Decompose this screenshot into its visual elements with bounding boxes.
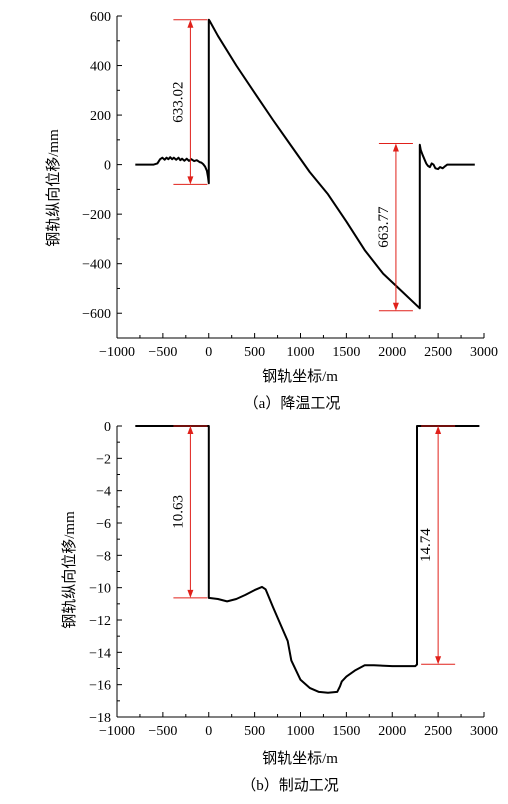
chart-a-ytick-label: 400 bbox=[90, 60, 111, 75]
chart-a-annotation-1-value-label: 633.02 bbox=[170, 81, 186, 122]
chart-panel-b: 钢轨纵向位移/mm 钢轨坐标/m （b）制动工况 −18 −16 −14 −12 −10… bbox=[61, 420, 498, 794]
chart-a-ytick-label: −600 bbox=[82, 307, 111, 322]
chart-a-series-line bbox=[135, 18, 475, 310]
chart-b-xtick-label: 2000 bbox=[378, 724, 406, 739]
chart-b-ytick-label: 0 bbox=[104, 420, 111, 435]
chart-panel-a: 钢轨纵向位移/mm 钢轨坐标/m （a）降温工况 −600 −400 −200 0 20… bbox=[45, 10, 498, 412]
chart-b-ytick-label: −10 bbox=[89, 582, 111, 597]
chart-b-annotation-2-arrow-down bbox=[435, 656, 442, 665]
chart-b-ytick-label: −8 bbox=[96, 549, 111, 564]
chart-a-annotation-2-value-label: 663.77 bbox=[376, 206, 392, 248]
chart-a-xtick-label: 2000 bbox=[378, 345, 406, 360]
chart-b-annotation-1-arrow-up bbox=[187, 426, 194, 434]
chart-a-annotation-2-arrow-up bbox=[392, 143, 399, 152]
chart-a-xtick-label: 0 bbox=[205, 345, 212, 360]
chart-b-xtick-label: 2500 bbox=[424, 724, 452, 739]
chart-b-annotation-2-arrow-up bbox=[435, 426, 442, 434]
chart-a-ytick-label: −400 bbox=[82, 258, 111, 273]
chart-b-series-line bbox=[135, 425, 480, 694]
chart-a-annotation-1-arrow-down bbox=[187, 176, 194, 185]
chart-a-xtick-label: −500 bbox=[148, 345, 177, 360]
chart-b-xtick-label: 500 bbox=[244, 724, 265, 739]
chart-b-caption: （b）制动工况 bbox=[241, 777, 339, 794]
chart-a-xtick-label: 1500 bbox=[332, 345, 360, 360]
chart-a-xtick-label: 2500 bbox=[424, 345, 452, 360]
chart-a-ytick-label: 600 bbox=[90, 10, 111, 25]
chart-a-xtick-label: 3000 bbox=[470, 345, 498, 360]
chart-b-ytick-label: −2 bbox=[96, 452, 111, 467]
chart-a-ytick-label: 0 bbox=[104, 159, 111, 174]
chart-b-xtick-label: −1000 bbox=[99, 724, 135, 739]
chart-b-ytick-label: −4 bbox=[96, 485, 111, 500]
chart-b-xtick-label: 3000 bbox=[470, 724, 498, 739]
chart-a-ytick-label: 200 bbox=[90, 109, 111, 124]
chart-a-caption: （a）降温工况 bbox=[244, 395, 341, 412]
chart-a-ylabel: 钢轨纵向位移/mm bbox=[45, 129, 62, 247]
chart-b-ytick-label: −16 bbox=[89, 679, 111, 694]
chart-b-ytick-label: −14 bbox=[89, 646, 111, 661]
chart-b-ylabel: 钢轨纵向位移/mm bbox=[61, 511, 78, 629]
chart-a-xlabel: 钢轨坐标/m bbox=[262, 368, 338, 385]
chart-b-annotation-2-value-label: 14.74 bbox=[418, 528, 434, 562]
chart-b-xtick-label: 1500 bbox=[332, 724, 360, 739]
chart-b-ytick-label: −12 bbox=[89, 614, 111, 629]
chart-b-xtick-label: 1000 bbox=[287, 724, 315, 739]
chart-b-ytick-label: −18 bbox=[89, 711, 111, 726]
chart-a-annotation-2-arrow-down bbox=[392, 302, 399, 311]
chart-a-xtick-label: −1000 bbox=[99, 345, 135, 360]
chart-a-xtick-label: 1000 bbox=[287, 345, 315, 360]
chart-b-xlabel: 钢轨坐标/m bbox=[262, 750, 338, 767]
chart-b-ytick-label: −6 bbox=[96, 517, 111, 532]
chart-a-xtick-label: 500 bbox=[244, 345, 265, 360]
chart-b-annotation-1-value-label: 10.63 bbox=[170, 495, 186, 529]
chart-a-annotation-1-arrow-up bbox=[187, 19, 194, 28]
chart-b-xtick-label: −500 bbox=[148, 724, 177, 739]
chart-a-ytick-label: −200 bbox=[82, 208, 111, 223]
chart-b-annotation-1-arrow-down bbox=[187, 589, 194, 598]
chart-b-xtick-label: 0 bbox=[205, 724, 212, 739]
